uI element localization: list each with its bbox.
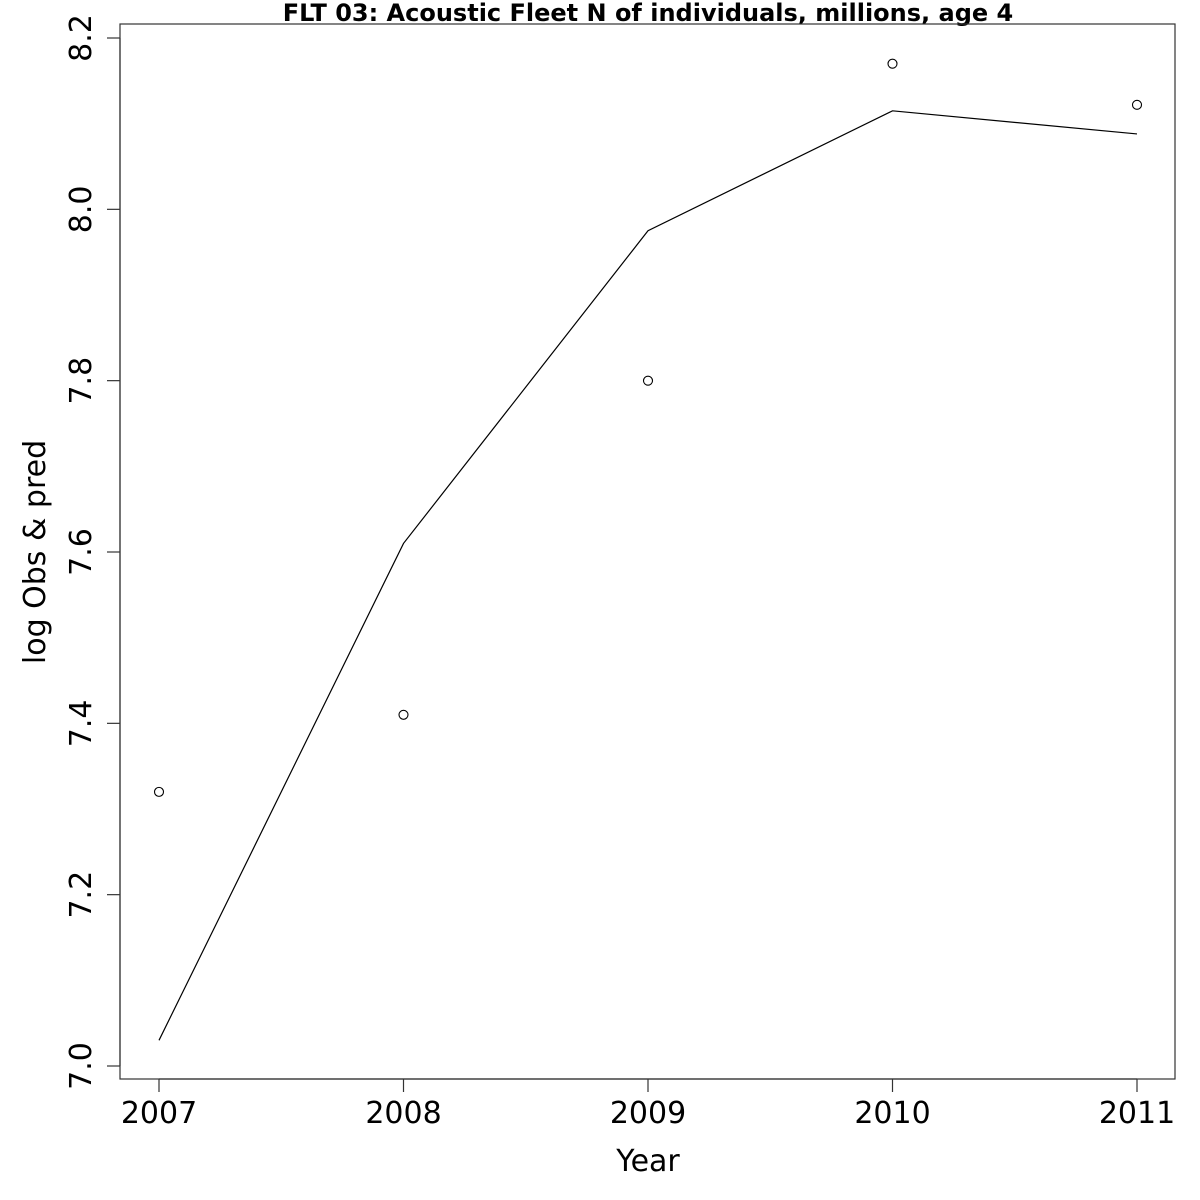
y-tick-label: 7.2 <box>64 871 99 919</box>
x-tick-label: 2007 <box>121 1096 197 1131</box>
plot-area <box>119 23 1176 1080</box>
y-axis-label: log Obs & pred <box>18 440 53 664</box>
y-tick-label: 7.8 <box>64 357 99 405</box>
y-tick-label: 8.0 <box>64 185 99 233</box>
y-tick-label: 7.0 <box>64 1042 99 1090</box>
observed-point <box>887 58 898 69</box>
y-tick-label: 7.6 <box>64 528 99 576</box>
x-axis: 2007 2008 2009 2010 2011 <box>121 1078 1175 1131</box>
y-tick-label: 7.4 <box>64 699 99 747</box>
x-tick-label: 2010 <box>854 1096 930 1131</box>
observed-point <box>642 375 654 386</box>
series-layer <box>153 58 1143 1041</box>
x-tick-label: 2009 <box>610 1096 686 1131</box>
x-tick-label: 2008 <box>365 1096 441 1131</box>
predicted-line <box>158 110 1138 1041</box>
observed-point <box>398 709 409 720</box>
observed-point <box>153 786 165 797</box>
x-axis-label: Year <box>615 1144 680 1179</box>
observed-point <box>1131 99 1143 110</box>
x-tick-label: 2011 <box>1099 1096 1175 1131</box>
y-tick-label: 8.2 <box>64 14 99 62</box>
y-axis: 7.0 7.2 7.4 7.6 7.8 8.0 8.2 <box>64 14 121 1090</box>
chart-title: FLT 03: Acoustic Fleet N of individuals,… <box>283 0 1013 27</box>
